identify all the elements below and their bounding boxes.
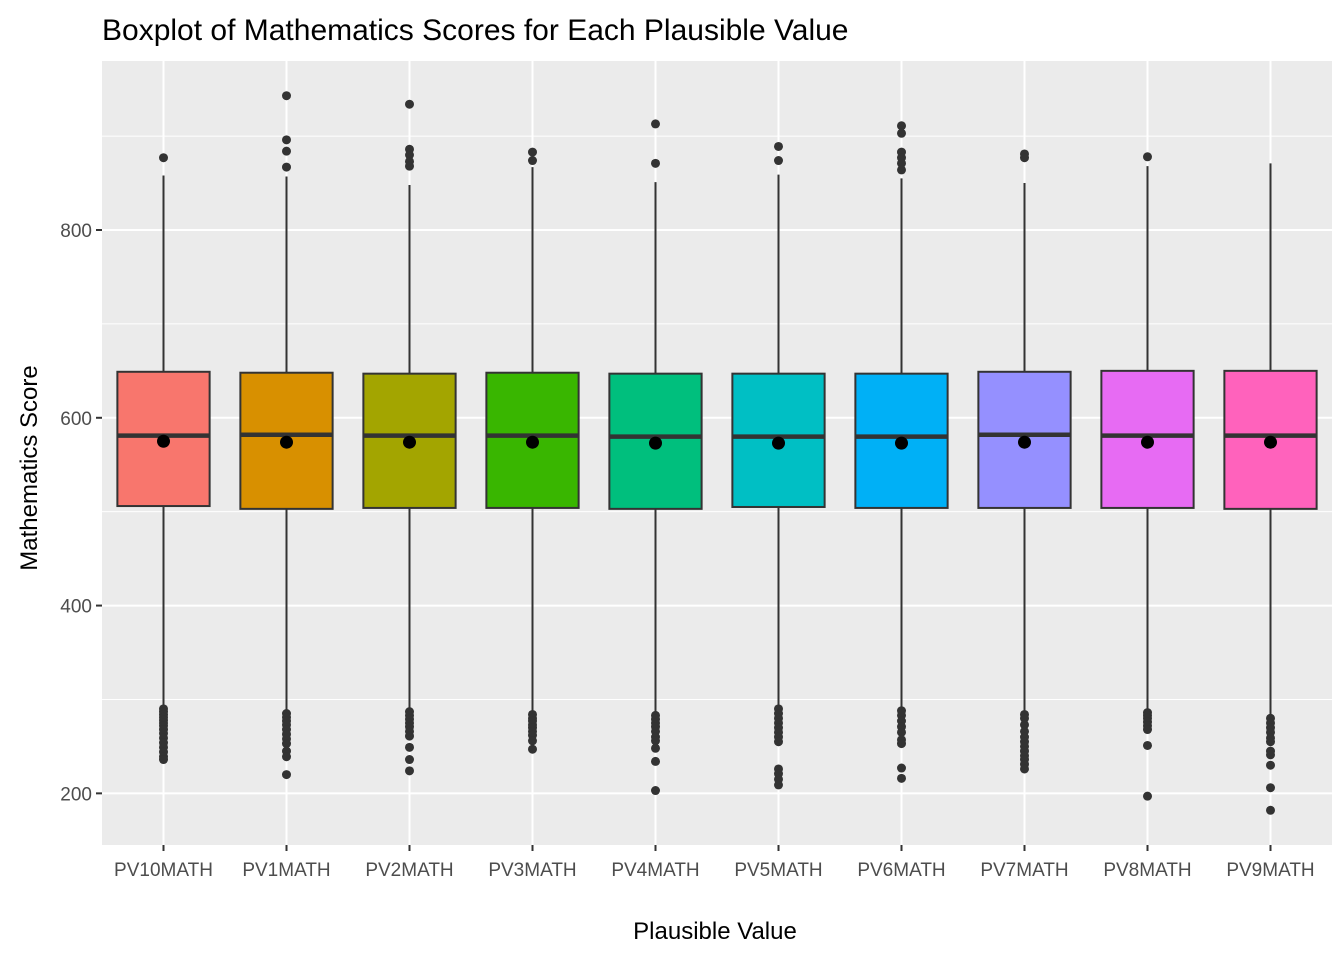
box-PV10MATH — [116, 153, 211, 765]
outlier-point — [1020, 720, 1029, 730]
outlier-point — [774, 737, 783, 747]
mean-point — [1141, 435, 1154, 449]
outlier-point — [282, 91, 291, 101]
x-tick-label: PV2MATH — [365, 860, 453, 881]
outlier-point — [651, 756, 660, 766]
outlier-point — [897, 739, 906, 749]
mean-point — [526, 435, 539, 449]
outlier-point — [651, 786, 660, 796]
outlier-point — [282, 739, 291, 749]
outlier-point — [897, 727, 906, 737]
box-PV5MATH — [731, 141, 826, 790]
outlier-point — [774, 156, 783, 166]
x-tick-label: PV1MATH — [242, 860, 330, 881]
outlier-point — [1143, 791, 1152, 801]
outlier-point — [897, 121, 906, 131]
mean-point — [895, 436, 908, 450]
outlier-point — [405, 99, 414, 109]
outlier-point — [651, 158, 660, 168]
x-tick-label: PV5MATH — [734, 860, 822, 881]
outlier-point — [405, 161, 414, 171]
y-axis-title: Mathematics Score — [16, 365, 43, 570]
x-tick-label: PV8MATH — [1103, 860, 1191, 881]
outlier-point — [159, 755, 168, 765]
mean-point — [157, 434, 170, 448]
outlier-point — [1143, 725, 1152, 735]
outlier-point — [1266, 737, 1275, 747]
y-tick-label: 200 — [60, 784, 92, 805]
outlier-point — [405, 731, 414, 741]
box-PV4MATH — [608, 119, 703, 796]
x-tick-label: PV4MATH — [611, 860, 699, 881]
outlier-point — [405, 150, 414, 160]
outlier-point — [528, 736, 537, 746]
outlier-point — [528, 744, 537, 754]
y-axis: 200 400 600 800 — [60, 221, 102, 805]
y-tick-label: 800 — [60, 221, 92, 242]
mean-point — [649, 436, 662, 450]
outlier-point — [897, 158, 906, 168]
outlier-point — [897, 763, 906, 773]
x-tick-label: PV7MATH — [980, 860, 1068, 881]
x-tick-label: PV9MATH — [1226, 860, 1314, 881]
mean-point — [772, 436, 785, 450]
outlier-point — [405, 742, 414, 752]
outlier-point — [405, 766, 414, 776]
outlier-point — [651, 736, 660, 746]
x-axis: PV10MATH PV1MATH PV2MATH PV3MATH PV4MATH PV5M… — [114, 845, 1315, 881]
outlier-point — [1020, 713, 1029, 723]
box-PV7MATH — [977, 149, 1072, 774]
outlier-point — [1143, 152, 1152, 162]
outlier-point — [774, 141, 783, 151]
outlier-point — [1266, 805, 1275, 815]
mean-point — [1264, 435, 1277, 449]
box-PV8MATH — [1100, 152, 1195, 801]
outlier-point — [282, 752, 291, 762]
outlier-point — [405, 755, 414, 765]
outlier-point — [897, 773, 906, 783]
box-PV1MATH — [239, 91, 334, 780]
outlier-point — [282, 162, 291, 172]
x-axis-title: Plausible Value — [633, 918, 797, 945]
box-PV2MATH — [362, 99, 457, 776]
mean-point — [1018, 435, 1031, 449]
outlier-point — [897, 128, 906, 138]
outlier-point — [282, 146, 291, 156]
y-tick-label: 400 — [60, 597, 92, 618]
outlier-point — [1266, 750, 1275, 760]
outlier-point — [651, 119, 660, 129]
x-tick-label: PV3MATH — [488, 860, 576, 881]
outlier-point — [774, 780, 783, 790]
outlier-point — [1266, 783, 1275, 793]
chart-title: Boxplot of Mathematics Scores for Each P… — [102, 14, 848, 47]
outlier-point — [1020, 764, 1029, 774]
outlier-point — [651, 743, 660, 753]
box-PV9MATH — [1223, 163, 1318, 815]
box-PV3MATH — [485, 147, 580, 754]
outlier-point — [528, 147, 537, 157]
outlier-point — [159, 153, 168, 163]
x-tick-label: PV6MATH — [857, 860, 945, 881]
x-tick-label: PV10MATH — [114, 860, 213, 881]
outlier-point — [528, 156, 537, 166]
box-PV6MATH — [854, 121, 949, 783]
y-tick-label: 600 — [60, 409, 92, 430]
outlier-point — [897, 165, 906, 175]
boxes-layer — [116, 91, 1318, 815]
mean-point — [403, 435, 416, 449]
mean-point — [280, 435, 293, 449]
outlier-point — [1143, 740, 1152, 750]
outlier-point — [282, 135, 291, 145]
outlier-point — [282, 770, 291, 780]
outlier-point — [1020, 153, 1029, 163]
outlier-point — [1266, 760, 1275, 770]
iqr-box — [608, 372, 703, 510]
minor-gridlines — [102, 135, 1332, 700]
